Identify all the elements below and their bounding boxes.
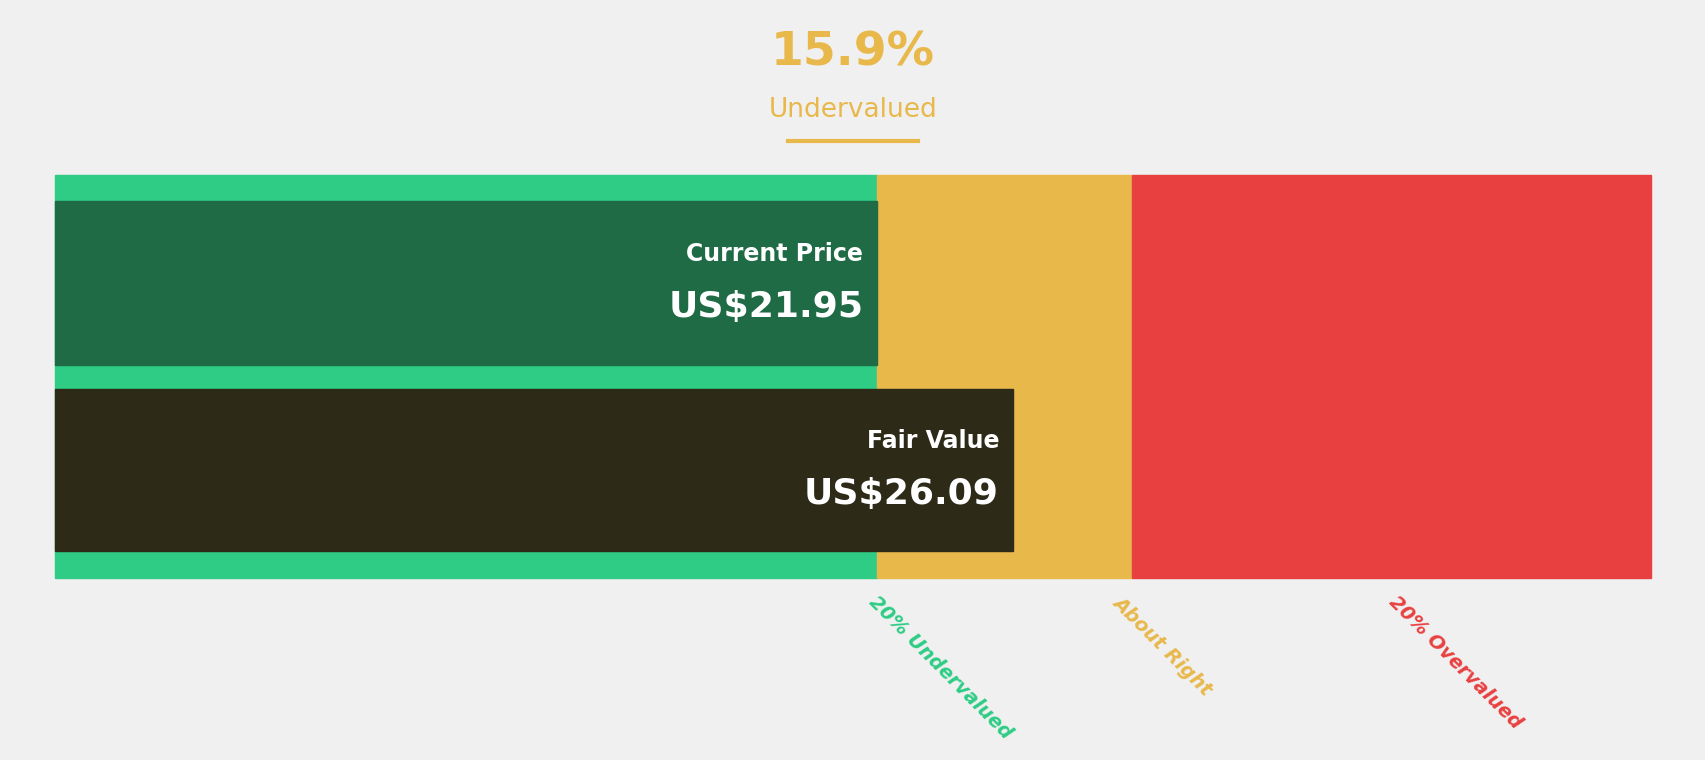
Text: Current Price: Current Price [685, 242, 863, 266]
Text: US$26.09: US$26.09 [803, 477, 999, 511]
Bar [876, 175, 1132, 578]
Text: Fair Value: Fair Value [866, 429, 999, 453]
Text: About Right: About Right [1108, 593, 1214, 699]
Bar [55, 389, 1013, 551]
Bar [55, 175, 876, 578]
Text: US$21.95: US$21.95 [668, 290, 863, 325]
Bar [1132, 175, 1650, 578]
Text: 20% Undervalued: 20% Undervalued [864, 593, 1014, 743]
Text: 15.9%: 15.9% [771, 30, 934, 76]
Bar [55, 201, 876, 365]
Text: 20% Overvalued: 20% Overvalued [1384, 593, 1524, 733]
Text: Undervalued: Undervalued [769, 97, 936, 123]
